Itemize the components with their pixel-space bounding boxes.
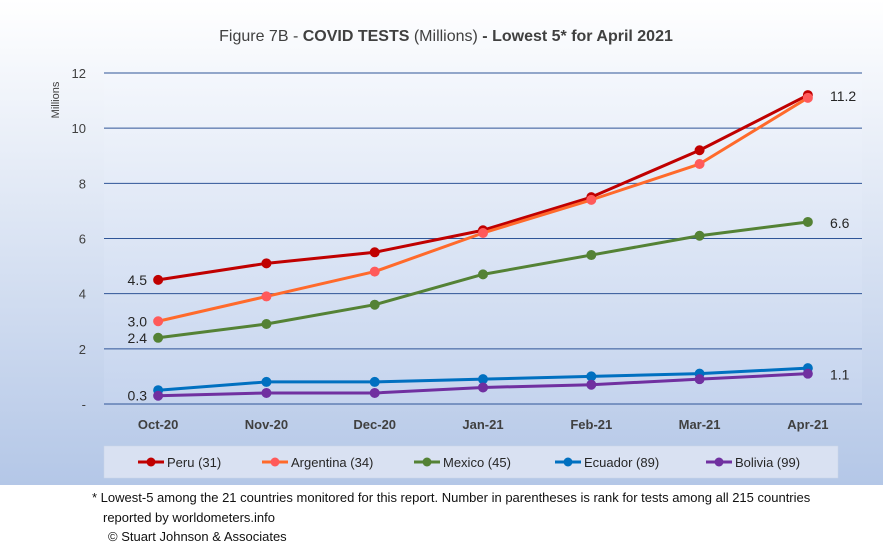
data-point bbox=[261, 319, 272, 330]
legend-swatch-marker bbox=[146, 457, 156, 467]
x-tick-label: Dec-20 bbox=[353, 417, 396, 432]
data-point bbox=[586, 194, 597, 205]
legend-swatch-marker bbox=[422, 457, 432, 467]
data-point bbox=[478, 269, 488, 280]
data-label: 2.4 bbox=[128, 330, 148, 346]
data-point bbox=[694, 159, 705, 170]
data-point bbox=[261, 291, 272, 302]
data-label: 1.1 bbox=[830, 367, 850, 383]
data-point bbox=[153, 274, 164, 285]
legend: Peru (31) Argentina (34) Mexico (45) Ecuado… bbox=[138, 455, 800, 470]
legend-swatch-marker bbox=[270, 457, 280, 467]
legend-label: Argentina (34) bbox=[291, 455, 373, 470]
data-label: 6.6 bbox=[830, 215, 850, 231]
y-tick-label: 10 bbox=[72, 121, 86, 136]
series-group bbox=[153, 368, 813, 401]
data-point bbox=[369, 266, 380, 277]
y-tick-label: - bbox=[82, 397, 86, 412]
data-point bbox=[694, 145, 705, 156]
data-point bbox=[802, 368, 813, 379]
data-point bbox=[586, 371, 597, 382]
data-point bbox=[586, 379, 597, 390]
legend-entry: Mexico (45) bbox=[414, 455, 511, 470]
y-tick-label: 12 bbox=[72, 66, 86, 81]
footnote-line-1: * Lowest-5 among the 21 countries monito… bbox=[92, 490, 811, 505]
chart-title: Figure 7B - COVID TESTS (Millions) - Low… bbox=[219, 28, 673, 45]
data-point bbox=[369, 247, 380, 258]
legend-label: Peru (31) bbox=[167, 455, 221, 470]
title-bold-2: - Lowest 5* for April 2021 bbox=[482, 28, 673, 45]
series bbox=[153, 90, 813, 401]
data-point bbox=[369, 376, 380, 387]
legend-swatch-marker bbox=[563, 457, 573, 467]
data-label: 11.2 bbox=[830, 88, 856, 104]
data-point bbox=[153, 332, 164, 343]
y-axis: - 2 4 6 8 10 12 bbox=[72, 66, 86, 412]
copyright-text: © Stuart Johnson & Associates bbox=[108, 529, 287, 544]
data-point bbox=[369, 387, 380, 398]
legend-entry: Bolivia (99) bbox=[706, 455, 800, 470]
data-labels: 4.5 3.02.4 0.3 11.2 6.6 1.1 bbox=[128, 88, 857, 404]
data-point bbox=[478, 374, 488, 385]
x-tick-label: Feb-21 bbox=[570, 417, 612, 432]
legend-entry: Argentina (34) bbox=[262, 455, 373, 470]
legend-label: Mexico (45) bbox=[443, 455, 511, 470]
data-point bbox=[261, 376, 272, 387]
data-point bbox=[586, 250, 597, 261]
data-point bbox=[153, 316, 164, 327]
data-point bbox=[802, 216, 813, 227]
data-point bbox=[694, 374, 705, 385]
data-point bbox=[153, 390, 164, 401]
y-tick-label: 2 bbox=[79, 342, 86, 357]
title-prefix: Figure 7B - bbox=[219, 28, 303, 45]
data-point bbox=[478, 227, 488, 238]
x-tick-label: Oct-20 bbox=[138, 417, 178, 432]
legend-label: Ecuador (89) bbox=[584, 455, 659, 470]
footnote-line-2: reported by worldometers.info bbox=[103, 510, 275, 525]
x-tick-label: Apr-21 bbox=[787, 417, 828, 432]
x-tick-label: Nov-20 bbox=[245, 417, 288, 432]
grid bbox=[104, 72, 862, 405]
data-label: 3.0 bbox=[128, 313, 148, 329]
title-middle: (Millions) bbox=[409, 28, 482, 45]
data-point bbox=[369, 299, 380, 310]
y-axis-title: Millions bbox=[50, 81, 62, 118]
data-point bbox=[802, 92, 813, 103]
data-point bbox=[261, 258, 272, 269]
legend-swatch-marker bbox=[714, 457, 724, 467]
data-point bbox=[694, 230, 705, 241]
legend-label: Bolivia (99) bbox=[735, 455, 800, 470]
y-tick-label: 6 bbox=[79, 232, 86, 247]
data-point bbox=[478, 382, 488, 393]
x-tick-label: Jan-21 bbox=[462, 417, 503, 432]
x-axis: Oct-20 Nov-20 Dec-20 Jan-21 Feb-21 Mar-21 Apr-… bbox=[138, 417, 829, 432]
series-group bbox=[153, 216, 813, 343]
y-tick-label: 8 bbox=[79, 176, 86, 191]
legend-entry: Peru (31) bbox=[138, 455, 221, 470]
y-tick-label: 4 bbox=[79, 287, 86, 302]
series-group bbox=[153, 92, 813, 327]
data-label: 4.5 bbox=[128, 272, 148, 288]
data-point bbox=[261, 387, 272, 398]
data-label: 0.3 bbox=[128, 388, 148, 404]
x-tick-label: Mar-21 bbox=[679, 417, 721, 432]
line-chart: - 2 4 6 8 10 12 Oct-20 Nov-20 Dec-20 Jan-21 Feb-21… bbox=[0, 0, 883, 485]
title-bold-1: COVID TESTS bbox=[303, 28, 410, 45]
legend-entry: Ecuador (89) bbox=[555, 455, 659, 470]
